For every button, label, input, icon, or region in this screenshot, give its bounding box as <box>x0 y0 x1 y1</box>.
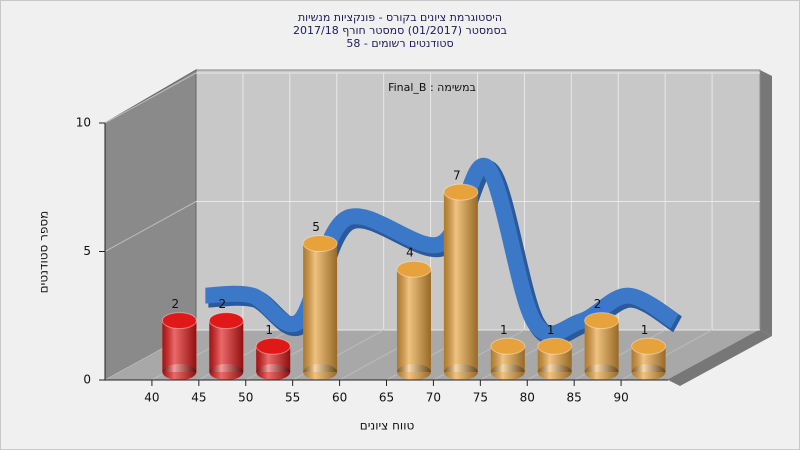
y-tick-label: 0 <box>83 373 91 387</box>
title-line: סטודנטים רשומים - 58 <box>346 37 453 50</box>
x-tick-label: 85 <box>567 391 582 405</box>
x-tick-label: 55 <box>285 391 300 405</box>
bar-shade <box>584 320 619 372</box>
bar-shade <box>584 364 619 380</box>
bar-shade <box>209 320 244 372</box>
data-label: 1 <box>547 323 555 337</box>
grid-line <box>104 72 197 124</box>
data-label: 2 <box>172 297 180 311</box>
bar-shade <box>443 192 478 372</box>
bar-shade <box>209 364 244 380</box>
data-label: 4 <box>406 246 414 260</box>
bar-shade <box>396 269 431 372</box>
data-label: 1 <box>500 323 508 337</box>
bar-shade <box>256 364 291 380</box>
bar-shade <box>443 364 478 380</box>
bar-top <box>443 183 479 201</box>
bar-shade <box>537 364 572 380</box>
data-label: 1 <box>265 323 273 337</box>
bar-top <box>302 235 338 252</box>
bar-top <box>537 337 573 355</box>
bar-top <box>161 312 197 330</box>
bar-top <box>255 337 291 355</box>
x-tick-label: 65 <box>379 391 394 405</box>
bar-top <box>631 337 667 355</box>
data-label: 1 <box>641 323 649 337</box>
x-tick-label: 80 <box>520 391 535 405</box>
bar-shade <box>162 364 197 380</box>
bar-top <box>584 312 620 330</box>
x-tick-label: 90 <box>613 391 628 405</box>
y-axis-label: מספר סטודנטים <box>37 211 51 294</box>
bar-top <box>396 260 432 278</box>
data-label: 2 <box>594 297 602 311</box>
floor-edge <box>668 330 772 386</box>
grid-line <box>104 201 197 252</box>
x-tick-label: 70 <box>426 391 441 405</box>
marks <box>161 157 683 380</box>
bar-shade <box>303 364 338 380</box>
y-tick-label: 10 <box>76 116 91 130</box>
title-line: בסמסטר (01/2017) סמסטר חורף 2017/18 <box>293 24 507 37</box>
bar-shade <box>631 364 666 380</box>
wall-edge <box>760 70 772 336</box>
annotation: Final_B : במשימה <box>388 81 476 94</box>
bar-shade <box>303 243 338 372</box>
bar-shade <box>162 320 197 372</box>
x-tick-label: 45 <box>191 391 206 405</box>
x-tick-label: 40 <box>144 391 159 405</box>
y-tick-label: 5 <box>83 244 91 258</box>
title-line: היסטוגרמת ציונים בקורס - פונקציות מנשיות <box>298 11 502 24</box>
data-label: 5 <box>312 220 320 234</box>
bar-top <box>490 337 526 355</box>
x-tick-label: 75 <box>473 391 488 405</box>
data-label: 2 <box>218 297 226 311</box>
x-tick-label: 60 <box>332 391 347 405</box>
data-label: 7 <box>453 169 461 183</box>
x-axis-label: טווח ציונים <box>360 419 415 433</box>
x-tick-label: 50 <box>238 391 253 405</box>
bar-top <box>208 312 244 330</box>
bar-shade <box>396 364 431 380</box>
bar-shade <box>490 364 525 380</box>
